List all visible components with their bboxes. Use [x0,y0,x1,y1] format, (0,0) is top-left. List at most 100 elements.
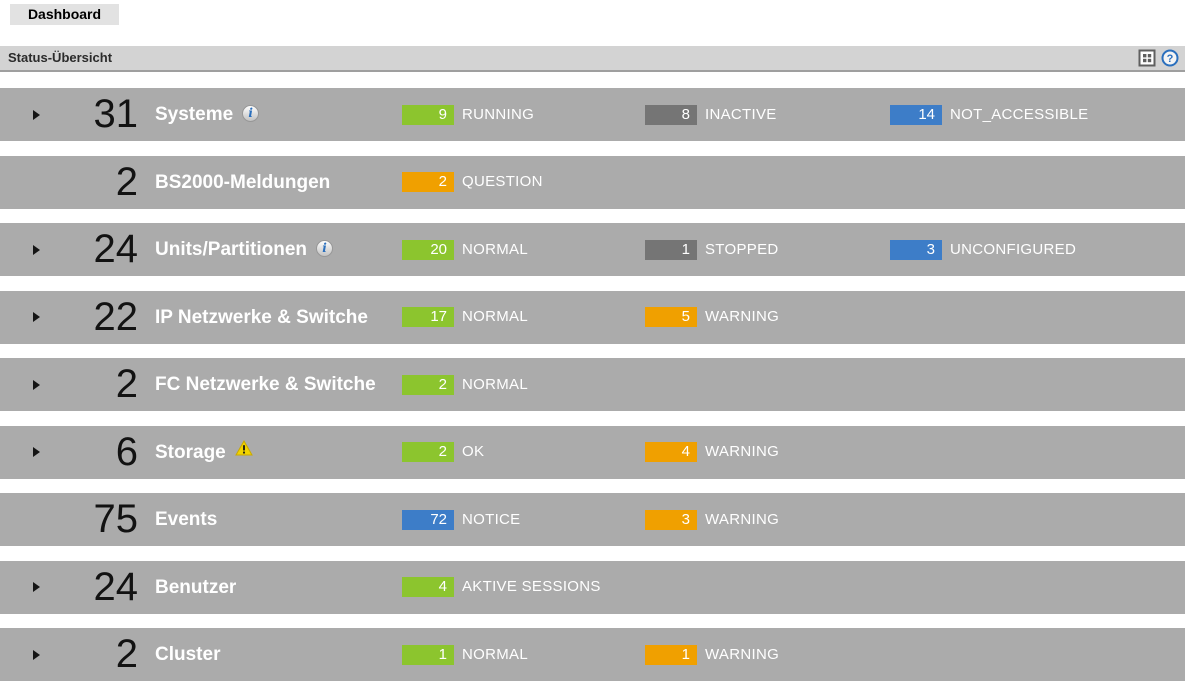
row-count: 75 [93,497,139,541]
row-label-text: Cluster [155,644,221,665]
badge-label: NORMAL [462,308,528,325]
status-row-9: 2 Cluster 1 NORMAL 1 WARNING [0,628,1185,681]
row-label-text: Storage [155,441,226,463]
badge-label: WARNING [705,510,780,528]
row-count: 2 [115,362,138,406]
badge-label: QUESTION [462,173,543,190]
badge-label: AKTIVE SESSIONS [462,578,601,595]
status-badge: 17 NORMAL [402,307,528,327]
row-label-text: FC Netzwerke & Switche [155,374,376,395]
badge-count-box: 2 [402,374,454,395]
badge-count-box: 1 [645,644,697,665]
row-count: 24 [93,227,139,271]
expand-arrow-icon[interactable] [33,582,40,592]
status-badge: 72 NOTICE [402,509,521,530]
status-badge: 5 WARNING [645,307,779,327]
expand-arrow-icon[interactable] [33,312,40,322]
row-label: IP Netzwerke & Switche [155,291,368,344]
status-overview-header: Status-Übersicht ? [0,46,1185,72]
badge-label: STOPPED [705,240,779,258]
row-label-text: IP Netzwerke & Switche [155,306,368,328]
badge-count-box: 1 [645,239,697,260]
status-badge: 4 WARNING [645,442,779,462]
badge-label: INACTIVE [705,105,777,123]
status-badge: 4 AKTIVE SESSIONS [402,577,601,597]
row-label-text: Units/Partitionen [155,239,308,260]
section-title: Status-Übersicht [8,50,113,65]
expand-arrow-icon[interactable] [33,244,40,255]
badge-count-box: 9 [402,104,454,125]
badge-label: NORMAL [462,645,528,663]
status-badge: 1 NORMAL [402,644,528,665]
tiles-grid-icon[interactable] [1138,49,1156,67]
row-label-text: Benutzer [155,576,237,598]
row-count: 2 [115,632,138,676]
badge-label: NORMAL [462,375,528,393]
row-label: Units/Partitionen i [155,223,334,276]
status-badge: 2 NORMAL [402,374,528,395]
status-badge: 9 RUNNING [402,104,535,125]
status-row-1: 31 Systeme i 9 RUNNING 8 INACTIVE 14 NOT_ACCES… [0,88,1185,141]
row-label-text: Events [155,509,218,530]
row-label: Storage [155,426,253,479]
status-badge: 3 UNCONFIGURED [890,239,1077,260]
badge-count-box: 5 [645,307,697,327]
warning-icon [234,424,253,477]
badge-count-box: 1 [402,644,454,665]
row-label: Benutzer [155,561,236,614]
svg-text:?: ? [1167,53,1174,65]
badge-label: WARNING [705,308,780,325]
expand-arrow-icon[interactable] [33,109,40,120]
status-badge: 2 QUESTION [402,172,543,192]
tab-dashboard[interactable]: Dashboard [10,4,119,25]
status-badge: 2 OK [402,442,484,462]
row-count: 24 [93,564,139,609]
info-icon[interactable]: i [316,239,334,257]
header-icons: ? [1138,49,1179,67]
row-label-text: Systeme [155,104,234,125]
status-row-4: 22 IP Netzwerke & Switche 17 NORMAL 5 WARNI… [0,290,1185,344]
status-row-6: 6 Storage 2 OK 4 WARNING [0,425,1185,479]
badge-count-box: 4 [402,577,454,597]
badge-count-box: 2 [402,172,454,192]
row-label: Systeme i [155,88,260,141]
badge-count-box: 72 [402,509,454,530]
row-count: 31 [93,92,139,136]
badge-label: NORMAL [462,240,528,258]
status-row-5: 2 FC Netzwerke & Switche 2 NORMAL [0,358,1185,411]
badge-label: NOTICE [462,510,521,528]
expand-arrow-icon[interactable] [33,447,40,457]
status-row-7: 75 Events 72 NOTICE 3 WARNING [0,493,1185,546]
expand-arrow-icon[interactable] [33,649,40,660]
badge-label: OK [462,443,485,460]
row-label: BS2000-Meldungen [155,156,330,209]
status-row-8: 24 Benutzer 4 AKTIVE SESSIONS [0,560,1185,614]
badge-count-box: 14 [890,104,942,125]
status-badge: 14 NOT_ACCESSIBLE [890,104,1089,125]
status-row-2: 2 BS2000-Meldungen 2 QUESTION [0,155,1185,209]
badge-count-box: 3 [890,239,942,260]
badge-label: NOT_ACCESSIBLE [950,105,1089,123]
badge-count-box: 4 [645,442,697,462]
badge-label: UNCONFIGURED [950,240,1077,258]
badge-count-box: 8 [645,104,697,125]
row-count: 2 [115,159,138,204]
badge-count-box: 2 [402,442,454,462]
status-badge: 8 INACTIVE [645,104,777,125]
badge-label: RUNNING [462,105,535,123]
row-count: 6 [115,429,138,474]
status-badge: 3 WARNING [645,509,780,530]
status-rows: 31 Systeme i 9 RUNNING 8 INACTIVE 14 NOT_ACCES… [0,88,1185,696]
row-label-text: BS2000-Meldungen [155,171,331,193]
status-badge: 1 WARNING [645,644,780,665]
status-badge: 1 STOPPED [645,239,779,260]
badge-count-box: 17 [402,307,454,327]
info-icon[interactable]: i [242,104,260,122]
badge-count-box: 20 [402,239,454,260]
row-label: FC Netzwerke & Switche [155,358,376,411]
row-label: Events [155,493,217,546]
help-icon[interactable]: ? [1161,49,1179,67]
badge-count-box: 3 [645,509,697,530]
badge-label: WARNING [705,645,780,663]
expand-arrow-icon[interactable] [33,379,40,390]
